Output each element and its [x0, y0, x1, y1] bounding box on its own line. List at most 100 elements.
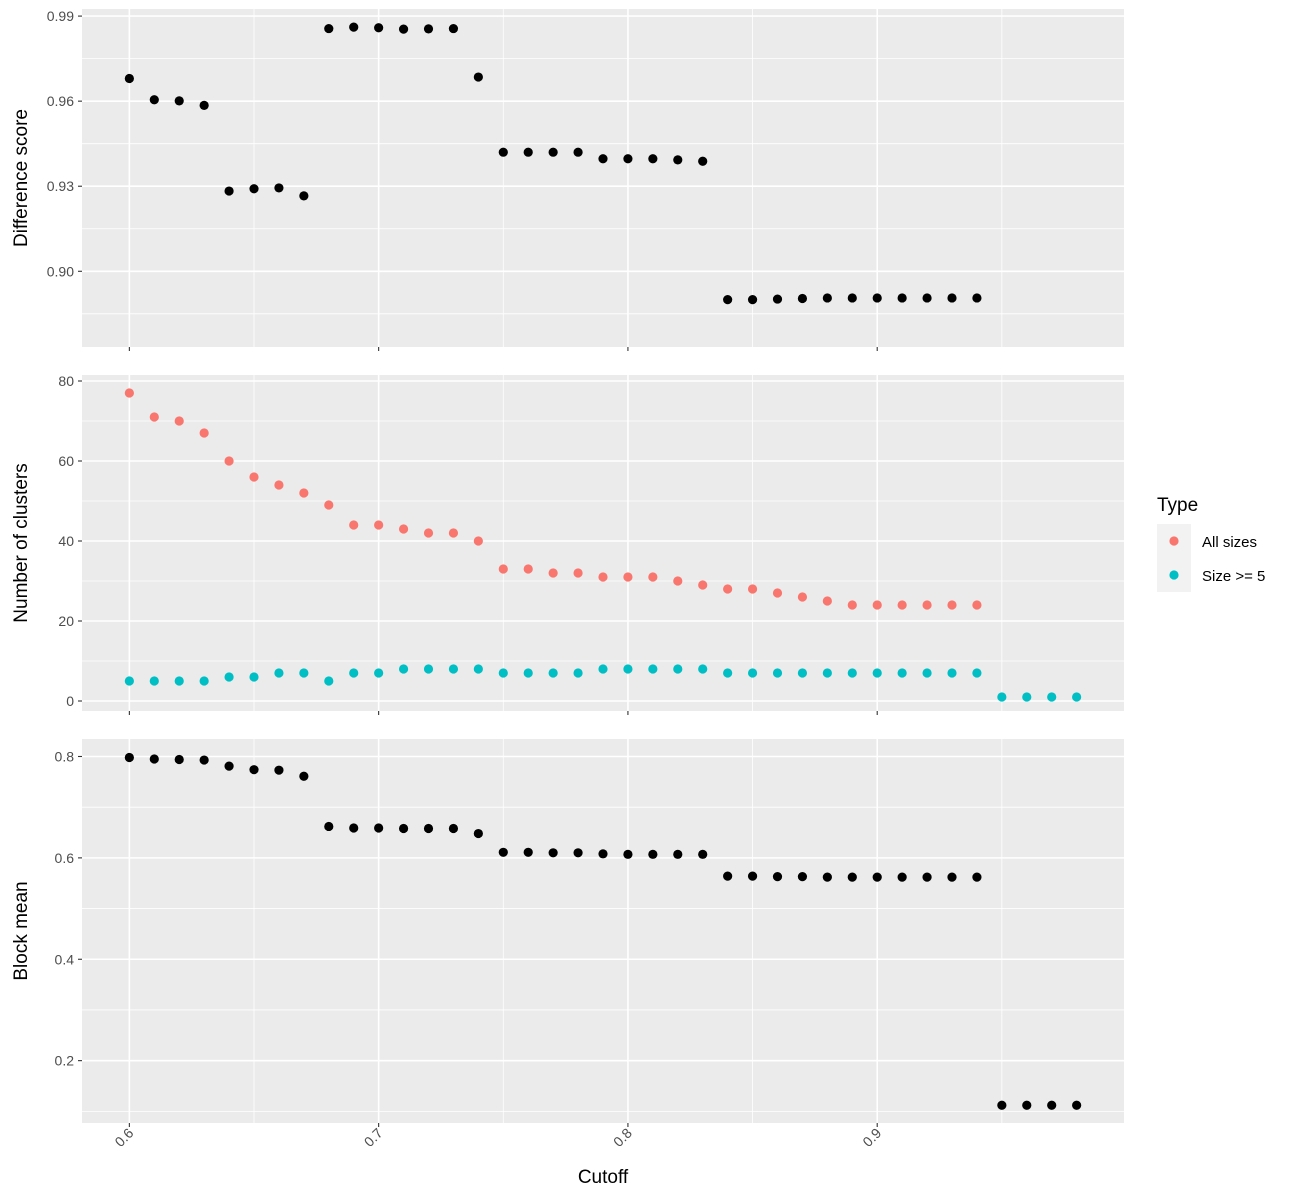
series-1	[124, 752, 1082, 1110]
data-point	[1022, 1100, 1032, 1110]
data-point	[872, 600, 882, 610]
data-point	[174, 96, 184, 106]
data-point	[922, 293, 932, 303]
data-point	[498, 668, 508, 678]
y-tick-label: 80	[58, 373, 74, 389]
data-point	[897, 668, 907, 678]
data-point	[797, 293, 808, 304]
data-point	[872, 293, 882, 303]
data-point	[349, 668, 359, 678]
data-point	[149, 754, 159, 764]
data-point	[747, 871, 758, 881]
data-point	[997, 1100, 1007, 1110]
y-tick-label: 0.2	[55, 1053, 75, 1069]
data-point	[573, 568, 583, 578]
data-point	[473, 536, 483, 546]
panel-background	[82, 739, 1124, 1123]
data-point	[897, 293, 907, 303]
data-point	[772, 872, 783, 882]
data-point	[723, 295, 733, 305]
legend-label: Size >= 5	[1202, 568, 1265, 585]
data-point	[448, 664, 459, 674]
data-point	[274, 765, 284, 775]
data-point	[947, 872, 957, 882]
data-point	[548, 668, 558, 678]
y-tick-label: 40	[58, 533, 74, 549]
data-point	[149, 412, 159, 422]
data-point	[822, 293, 832, 303]
panel-background	[82, 375, 1124, 711]
data-point	[548, 848, 558, 858]
data-point	[124, 676, 134, 686]
y-tick-label: 20	[58, 613, 74, 629]
data-point	[174, 416, 184, 426]
data-point	[972, 600, 982, 610]
data-point	[498, 847, 508, 857]
data-point	[872, 872, 882, 882]
data-point	[1022, 692, 1032, 702]
data-point	[673, 576, 683, 586]
data-point	[523, 668, 533, 678]
y-tick-label: 0.96	[47, 93, 74, 109]
data-point	[423, 24, 434, 34]
data-point	[598, 154, 608, 164]
data-point	[349, 520, 359, 530]
legend-entry: All sizes	[1157, 524, 1257, 558]
data-point	[349, 823, 359, 833]
data-point	[249, 765, 259, 775]
data-point	[648, 154, 658, 164]
legend-title: Type	[1157, 495, 1198, 516]
y-tick-label: 0.99	[47, 8, 74, 24]
data-point	[423, 664, 434, 674]
panel-3: 0.2 0.4 0.6 0.8 Block mean	[11, 739, 1124, 1127]
data-point	[648, 664, 658, 674]
data-point	[598, 849, 608, 859]
data-point	[224, 761, 234, 771]
data-point	[199, 100, 209, 111]
data-point	[897, 872, 907, 882]
data-point	[772, 294, 783, 304]
series-1	[124, 22, 982, 305]
data-point	[299, 771, 309, 781]
data-point	[473, 72, 483, 82]
data-point	[423, 528, 434, 538]
data-point	[997, 692, 1007, 702]
data-point	[872, 668, 882, 678]
data-point	[897, 600, 907, 610]
data-point	[423, 823, 434, 834]
data-point	[473, 828, 483, 839]
data-point	[573, 848, 583, 858]
data-point	[947, 293, 957, 303]
data-point	[673, 849, 683, 859]
data-point	[523, 847, 533, 857]
data-point	[772, 668, 783, 678]
data-point	[249, 672, 259, 682]
y-tick-label: 0.8	[55, 748, 75, 764]
data-point	[124, 388, 134, 398]
data-point	[274, 480, 284, 490]
y-axis-title: Block mean	[11, 881, 32, 980]
data-point	[374, 23, 384, 33]
data-point	[299, 668, 309, 678]
data-point	[822, 668, 832, 678]
panel-1: 0.90 0.93 0.96 0.99 Difference score	[11, 8, 1124, 351]
y-tick-label: 0	[66, 693, 74, 709]
data-point	[199, 676, 209, 686]
y-tick-label: 0.6	[55, 850, 75, 866]
data-point	[349, 22, 359, 32]
data-point	[972, 872, 982, 882]
panels: 0.90 0.93 0.96 0.99 Difference score 0 20 40 60 8…	[11, 8, 1124, 1150]
data-point	[598, 664, 608, 674]
data-point	[299, 191, 309, 201]
data-point	[573, 668, 583, 678]
data-point	[698, 664, 708, 674]
data-point	[448, 23, 459, 34]
data-point	[523, 564, 533, 574]
data-point	[149, 676, 159, 686]
data-point	[1047, 692, 1057, 702]
data-point	[448, 823, 459, 834]
data-point	[947, 668, 957, 678]
data-point	[249, 184, 259, 194]
data-point	[747, 668, 758, 678]
legend-swatch	[1169, 570, 1179, 580]
